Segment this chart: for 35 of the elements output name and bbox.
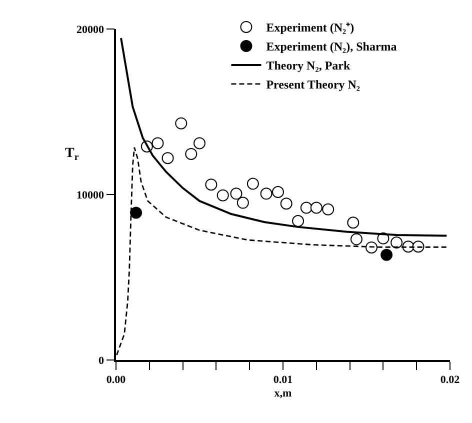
y-tick-label: 0 (98, 354, 105, 367)
point (175, 117, 188, 130)
point (260, 188, 272, 200)
y-tick-label: 20000 (76, 24, 105, 36)
point (272, 186, 284, 198)
point (322, 203, 334, 216)
x-axis-title: x,m (274, 388, 292, 400)
point (246, 178, 259, 190)
point (280, 198, 292, 210)
point (152, 137, 164, 150)
point (380, 248, 393, 261)
point (162, 152, 174, 164)
legend-label: Experiment (N₂), Sharma (266, 40, 397, 54)
point (390, 236, 403, 248)
point (236, 196, 249, 209)
point (366, 241, 378, 254)
y-tick-label: 10000 (76, 189, 105, 202)
point (205, 178, 218, 191)
legend-label: Theory N₂, Park (266, 58, 350, 73)
legend-label: Experiment (N₂⁺) (266, 20, 354, 35)
legend-label: Present Theory N₂ (266, 78, 360, 92)
point (350, 233, 362, 246)
point (216, 189, 229, 202)
x-tick-label: 0.01 (273, 374, 293, 386)
point (292, 214, 304, 227)
point (347, 216, 360, 229)
x-tick-label: 0.00 (106, 374, 126, 386)
point (230, 188, 242, 200)
point (130, 206, 142, 219)
y-axis-title: T$_{r}$ (65, 146, 80, 163)
point (194, 137, 206, 150)
x-tick-label: 0.02 (440, 374, 460, 386)
point (185, 148, 198, 160)
point (300, 202, 312, 214)
point (310, 202, 322, 214)
